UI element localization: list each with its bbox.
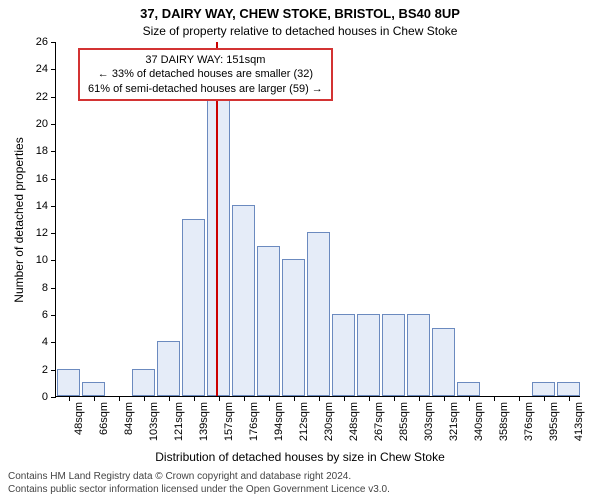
y-tick-label: 22: [36, 91, 56, 103]
x-tick-label: 157sqm: [223, 402, 235, 441]
histogram-bar: [307, 232, 331, 396]
y-tick-label: 0: [42, 391, 56, 403]
x-tick: [319, 396, 320, 401]
chart-title: 37, DAIRY WAY, CHEW STOKE, BRISTOL, BS40…: [0, 6, 600, 21]
histogram-bar: [407, 314, 431, 396]
histogram-bar: [332, 314, 356, 396]
x-tick: [544, 396, 545, 401]
x-tick: [519, 396, 520, 401]
y-tick-label: 14: [36, 200, 56, 212]
footer-line-2: Contains public sector information licen…: [8, 484, 390, 497]
x-tick-label: 376sqm: [523, 402, 535, 441]
histogram-bar: [57, 369, 81, 396]
x-tick-label: 285sqm: [398, 402, 410, 441]
y-tick-label: 26: [36, 36, 56, 48]
y-tick-label: 12: [36, 227, 56, 239]
x-tick: [219, 396, 220, 401]
x-tick-label: 303sqm: [423, 402, 435, 441]
histogram-bar: [557, 382, 581, 396]
footer-line-1: Contains HM Land Registry data © Crown c…: [8, 471, 390, 484]
y-tick-label: 16: [36, 173, 56, 185]
y-tick-label: 18: [36, 145, 56, 157]
y-tick-label: 8: [42, 282, 56, 294]
x-tick-label: 103sqm: [148, 402, 160, 441]
x-tick-label: 358sqm: [498, 402, 510, 441]
y-tick-label: 24: [36, 63, 56, 75]
x-tick: [569, 396, 570, 401]
histogram-bar: [182, 219, 206, 397]
annotation-box: 37 DAIRY WAY: 151sqm← 33% of detached ho…: [78, 48, 333, 101]
x-tick: [394, 396, 395, 401]
y-tick-label: 6: [42, 309, 56, 321]
x-tick-label: 267sqm: [373, 402, 385, 441]
histogram-bar: [207, 96, 231, 396]
histogram-bar: [382, 314, 406, 396]
annotation-line: ← 33% of detached houses are smaller (32…: [88, 67, 323, 81]
chart-subtitle: Size of property relative to detached ho…: [0, 24, 600, 38]
histogram-bar: [532, 382, 556, 396]
annotation-line: 37 DAIRY WAY: 151sqm: [88, 53, 323, 67]
histogram-bar: [357, 314, 381, 396]
x-tick-label: 139sqm: [198, 402, 210, 441]
annotation-line: 61% of semi-detached houses are larger (…: [88, 82, 323, 96]
y-axis-title: Number of detached properties: [12, 137, 26, 302]
x-tick: [494, 396, 495, 401]
histogram-bar: [282, 259, 306, 396]
histogram-bar: [232, 205, 256, 396]
x-tick-label: 230sqm: [323, 402, 335, 441]
x-tick-label: 66sqm: [98, 402, 110, 435]
x-axis-title: Distribution of detached houses by size …: [0, 450, 600, 464]
x-tick: [194, 396, 195, 401]
x-tick: [369, 396, 370, 401]
histogram-bar: [132, 369, 156, 396]
y-tick-label: 4: [42, 336, 56, 348]
histogram-bar: [257, 246, 281, 396]
y-tick-label: 20: [36, 118, 56, 130]
x-tick: [94, 396, 95, 401]
x-tick-label: 121sqm: [173, 402, 185, 441]
histogram-bar: [457, 382, 481, 396]
x-tick-label: 413sqm: [573, 402, 585, 441]
x-tick: [444, 396, 445, 401]
x-tick-label: 84sqm: [123, 402, 135, 435]
x-tick: [144, 396, 145, 401]
y-tick-label: 10: [36, 254, 56, 266]
x-tick-label: 176sqm: [248, 402, 260, 441]
x-tick-label: 48sqm: [73, 402, 85, 435]
copyright-footer: Contains HM Land Registry data © Crown c…: [8, 471, 390, 496]
x-tick: [469, 396, 470, 401]
histogram-bar: [157, 341, 181, 396]
x-tick: [244, 396, 245, 401]
x-tick: [119, 396, 120, 401]
x-tick-label: 321sqm: [448, 402, 460, 441]
x-tick: [269, 396, 270, 401]
x-tick-label: 395sqm: [548, 402, 560, 441]
x-tick-label: 212sqm: [298, 402, 310, 441]
x-tick: [294, 396, 295, 401]
histogram-bar: [432, 328, 456, 396]
y-tick-label: 2: [42, 364, 56, 376]
histogram-bar: [82, 382, 106, 396]
x-tick-label: 248sqm: [348, 402, 360, 441]
x-tick: [69, 396, 70, 401]
x-tick-label: 340sqm: [473, 402, 485, 441]
chart-container: 37, DAIRY WAY, CHEW STOKE, BRISTOL, BS40…: [0, 0, 600, 500]
x-tick: [419, 396, 420, 401]
x-tick: [344, 396, 345, 401]
x-tick-label: 194sqm: [273, 402, 285, 441]
x-tick: [169, 396, 170, 401]
